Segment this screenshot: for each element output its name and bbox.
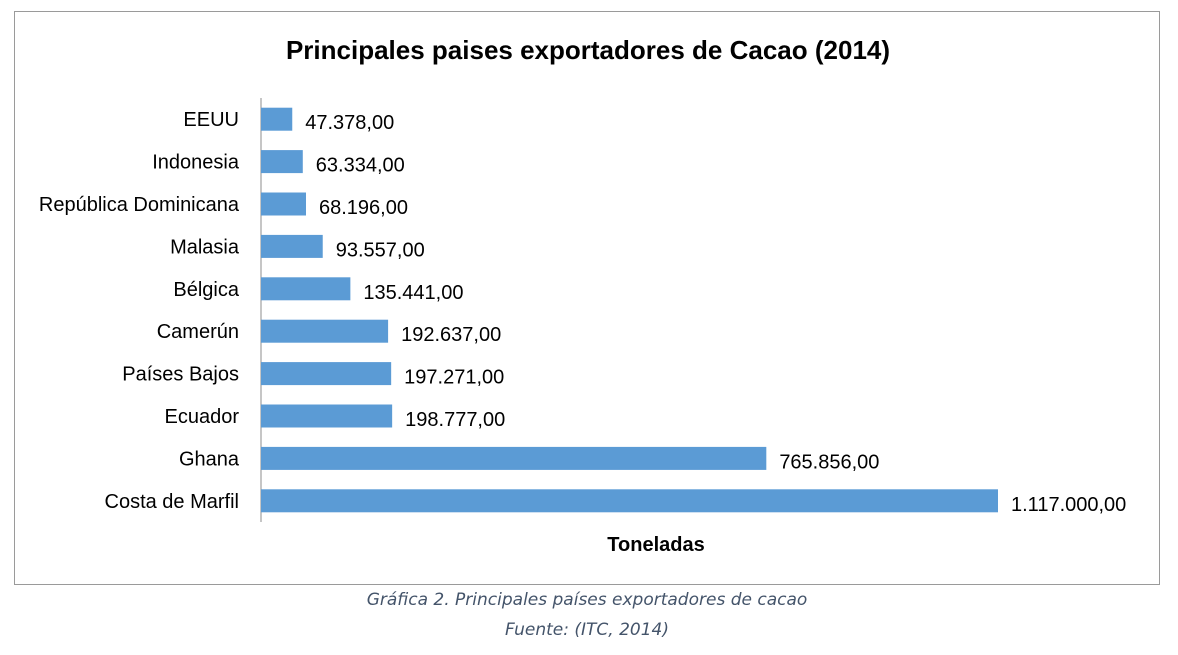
value-label: 192.637,00 bbox=[401, 324, 501, 346]
bars-group: EEUU 47.378,00 Indonesia 63.334,00 República… bbox=[39, 107, 1126, 516]
category-label: Ecuador bbox=[165, 406, 240, 428]
bar bbox=[261, 319, 389, 343]
value-label: 765.856,00 bbox=[779, 451, 879, 473]
value-label: 198.777,00 bbox=[405, 409, 505, 431]
category-label: Camerún bbox=[157, 321, 239, 343]
bar bbox=[261, 192, 306, 216]
bar bbox=[261, 277, 351, 301]
bar-chart: Principales paises exportadores de Cacao… bbox=[39, 35, 1126, 556]
category-label: República Dominicana bbox=[39, 194, 240, 216]
figure-source: Fuente: (ITC, 2014) bbox=[505, 620, 669, 640]
value-label: 135.441,00 bbox=[363, 282, 463, 304]
value-label: 47.378,00 bbox=[305, 112, 394, 134]
category-label: EEUU bbox=[183, 109, 239, 131]
x-axis-title: Toneladas bbox=[607, 534, 704, 556]
bar bbox=[261, 234, 323, 258]
bar bbox=[261, 362, 392, 386]
bar bbox=[261, 404, 393, 428]
category-label: Bélgica bbox=[173, 279, 239, 301]
category-label: Malasia bbox=[170, 236, 240, 258]
figure-caption: Gráfica 2. Principales países exportador… bbox=[366, 590, 808, 610]
category-label: Países Bajos bbox=[122, 364, 239, 386]
value-label: 1.117.000,00 bbox=[1011, 494, 1126, 516]
chart-title: Principales paises exportadores de Cacao… bbox=[286, 35, 890, 65]
category-label: Costa de Marfil bbox=[105, 491, 240, 513]
value-label: 68.196,00 bbox=[319, 197, 408, 219]
chart-frame: Principales paises exportadores de Cacao… bbox=[14, 11, 1160, 585]
value-label: 197.271,00 bbox=[404, 367, 504, 389]
bar bbox=[261, 446, 767, 470]
value-label: 93.557,00 bbox=[336, 239, 425, 261]
value-label: 63.334,00 bbox=[316, 155, 405, 177]
category-label: Ghana bbox=[179, 448, 240, 470]
category-label: Indonesia bbox=[152, 152, 240, 174]
bar bbox=[261, 489, 998, 513]
bar bbox=[261, 107, 293, 131]
bar bbox=[261, 150, 303, 174]
